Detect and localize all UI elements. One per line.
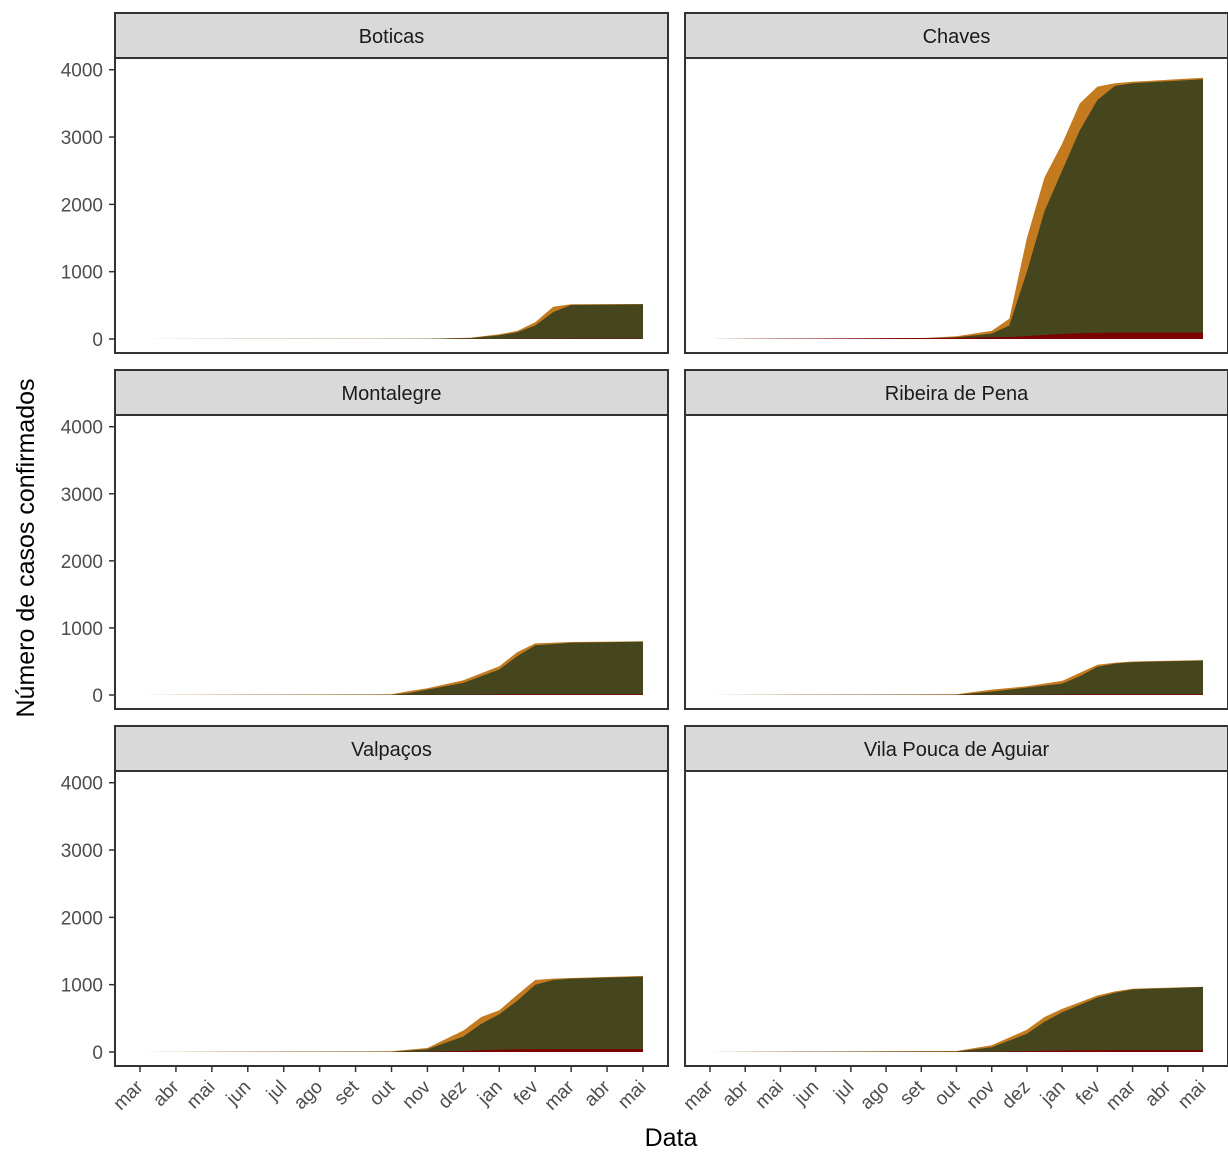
x-tick-label: nov bbox=[963, 1076, 1000, 1113]
x-tick-label: set bbox=[330, 1076, 363, 1109]
x-tick-label: ago bbox=[856, 1077, 893, 1114]
y-tick-label: 3000 bbox=[61, 485, 103, 506]
facet-title: Montalegre bbox=[341, 383, 441, 405]
y-tick-label: 0 bbox=[92, 330, 103, 351]
y-axis-title: Número de casos confirmados bbox=[12, 378, 40, 717]
panel-border bbox=[114, 57, 669, 354]
facet-strip bbox=[684, 369, 1228, 416]
y-tick-label: 3000 bbox=[61, 128, 103, 149]
area-recovered bbox=[710, 987, 1203, 1052]
plot-background bbox=[685, 415, 1228, 709]
facet-strip bbox=[114, 12, 669, 59]
x-tick-label: set bbox=[896, 1076, 929, 1109]
x-tick-label: jun bbox=[790, 1077, 823, 1110]
x-tick-label: fev bbox=[1072, 1076, 1105, 1109]
x-tick-label: abr bbox=[580, 1076, 615, 1111]
x-tick-label: jul bbox=[829, 1077, 858, 1106]
x-tick-label: jan bbox=[1036, 1077, 1069, 1110]
y-tick-label: 1000 bbox=[61, 976, 103, 997]
panel-ribeira-de-pena: Ribeira de Pena bbox=[684, 369, 1228, 710]
y-tick-label: 2000 bbox=[61, 195, 103, 216]
y-tick-label: 4000 bbox=[61, 61, 103, 82]
area-recovered bbox=[140, 641, 643, 695]
facet-title: Valpaços bbox=[351, 739, 432, 761]
panel-valpa-os: Valpaços bbox=[114, 725, 669, 1067]
y-tick-label: 1000 bbox=[61, 619, 103, 640]
panel-boticas: Boticas bbox=[114, 12, 669, 354]
y-tick-label: 2000 bbox=[61, 908, 103, 929]
panel-border bbox=[684, 57, 1228, 354]
facet-strip bbox=[684, 725, 1228, 772]
x-tick-label: mar bbox=[110, 1076, 148, 1114]
area-deaths bbox=[140, 694, 643, 695]
x-tick-label: abr bbox=[149, 1076, 184, 1111]
area-recovered bbox=[140, 976, 643, 1052]
y-tick-label: 4000 bbox=[61, 418, 103, 439]
x-tick-label: mai bbox=[751, 1077, 788, 1114]
x-tick-label: abr bbox=[718, 1076, 753, 1111]
panel-montalegre: Montalegre bbox=[114, 369, 669, 710]
y-tick-label: 1000 bbox=[61, 263, 103, 284]
x-tick-label: mar bbox=[1102, 1076, 1140, 1114]
area-recovered bbox=[710, 660, 1203, 695]
x-tick-label: mai bbox=[1174, 1077, 1211, 1114]
x-tick-label: out bbox=[931, 1076, 965, 1110]
panel-border bbox=[684, 414, 1228, 710]
facet-strip bbox=[684, 12, 1228, 59]
x-tick-label: nov bbox=[398, 1076, 435, 1113]
x-tick-label: mar bbox=[541, 1076, 579, 1114]
facet-title: Chaves bbox=[923, 26, 991, 48]
facet-title: Vila Pouca de Aguiar bbox=[864, 739, 1050, 761]
x-tick-label: jan bbox=[473, 1077, 506, 1110]
x-tick-label: dez bbox=[998, 1077, 1035, 1114]
y-tick-label: 3000 bbox=[61, 841, 103, 862]
y-tick-label: 0 bbox=[92, 1043, 103, 1064]
panels-layer: Boticas Chaves Montalegre Ribeira de Pena Va… bbox=[114, 12, 1228, 1067]
area-deaths bbox=[710, 332, 1203, 339]
x-axis-title: Data bbox=[645, 1124, 698, 1152]
panel-vila-pouca-de-aguiar: Vila Pouca de Aguiar bbox=[684, 725, 1228, 1067]
x-tick-label: dez bbox=[434, 1077, 471, 1114]
facet-title: Boticas bbox=[359, 26, 425, 48]
facet-strip bbox=[114, 369, 669, 416]
x-tick-label: mai bbox=[614, 1077, 651, 1114]
x-tick-label: mar bbox=[680, 1076, 718, 1114]
x-tick-label: out bbox=[366, 1076, 400, 1110]
area-recovered bbox=[710, 79, 1203, 339]
area-deaths bbox=[710, 1050, 1203, 1052]
x-tick-label: jun bbox=[222, 1077, 255, 1110]
x-tick-label: ago bbox=[290, 1077, 327, 1114]
area-deaths bbox=[140, 1049, 643, 1052]
x-tick-label: mai bbox=[183, 1077, 220, 1114]
plot-background bbox=[115, 58, 668, 353]
x-tick-label: fev bbox=[510, 1076, 543, 1109]
y-tick-label: 0 bbox=[92, 686, 103, 707]
x-tick-label: jul bbox=[262, 1077, 291, 1106]
x-tick-label: abr bbox=[1141, 1076, 1176, 1111]
area-deaths bbox=[710, 694, 1203, 695]
area-recovered bbox=[140, 304, 643, 339]
panel-border bbox=[114, 414, 669, 710]
facet-title: Ribeira de Pena bbox=[885, 383, 1029, 405]
panel-chaves: Chaves bbox=[684, 12, 1228, 354]
y-tick-label: 4000 bbox=[61, 774, 103, 795]
y-tick-label: 2000 bbox=[61, 552, 103, 573]
